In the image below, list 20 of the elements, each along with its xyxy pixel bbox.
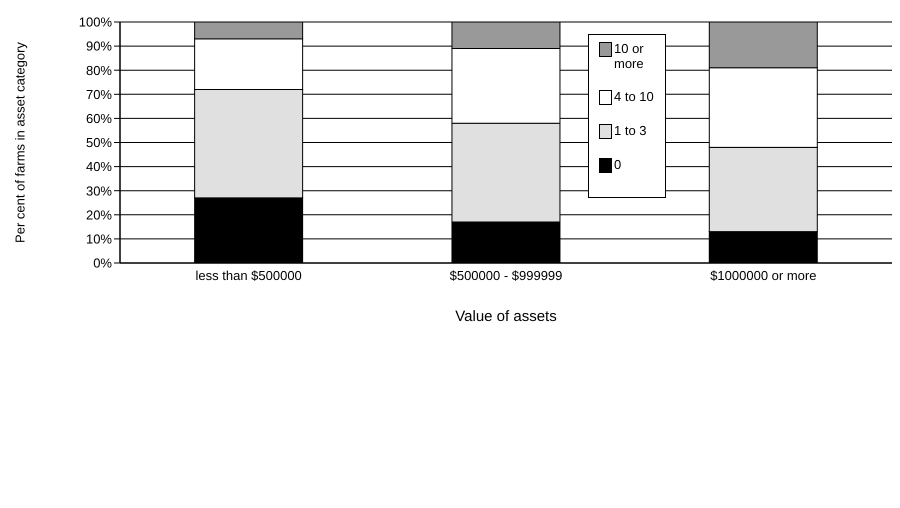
y-tick-label: 20% <box>86 207 112 222</box>
x-axis-title: Value of assets <box>455 308 557 325</box>
y-tick-label: 60% <box>86 111 112 126</box>
y-tick-label: 70% <box>86 86 112 102</box>
y-tick-label: 30% <box>86 183 112 198</box>
y-tick-label: 50% <box>86 135 112 150</box>
y-tick-label: 40% <box>86 159 112 174</box>
x-tick-label: less than $500000 <box>196 268 302 284</box>
y-tick-label: 100% <box>78 14 112 30</box>
y-axis-title: Per cent of farms in asset category <box>12 42 28 243</box>
x-tick-label: $1000000 or more <box>710 268 816 284</box>
legend-label: 4 to 10 <box>614 89 654 104</box>
legend-label: 10 or more <box>614 41 645 71</box>
y-tick-label: 0% <box>93 256 112 271</box>
y-tick-label: 90% <box>86 38 112 54</box>
x-tick-label: $500000 - $999999 <box>450 268 562 284</box>
legend-label: 0 <box>614 157 622 172</box>
y-tick-label: 10% <box>86 232 112 247</box>
legend-label: 1 to 3 <box>614 123 647 138</box>
y-tick-label: 80% <box>86 62 112 78</box>
